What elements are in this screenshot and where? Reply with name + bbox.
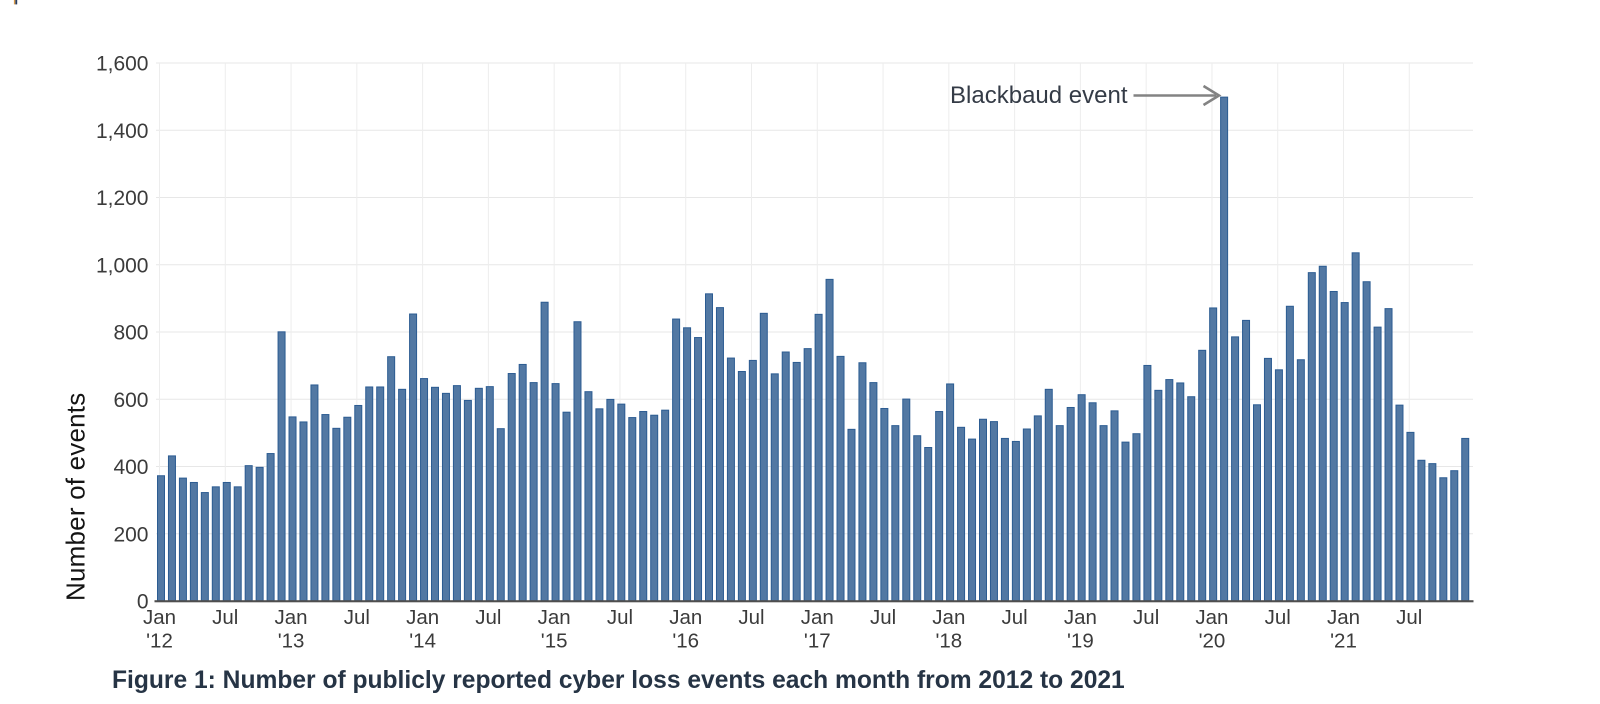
svg-text:Jul: Jul bbox=[870, 606, 896, 629]
svg-text:Jul: Jul bbox=[1002, 606, 1028, 629]
svg-text:Jul: Jul bbox=[607, 606, 633, 629]
svg-text:Jan: Jan bbox=[143, 606, 176, 629]
svg-text:Jan: Jan bbox=[275, 606, 308, 629]
svg-text:'19: '19 bbox=[1067, 630, 1094, 653]
svg-text:200: 200 bbox=[113, 523, 148, 546]
svg-text:Jan: Jan bbox=[538, 606, 571, 629]
svg-text:Jul: Jul bbox=[475, 606, 501, 629]
svg-text:Jan: Jan bbox=[669, 606, 702, 629]
svg-text:1,600: 1,600 bbox=[96, 53, 149, 76]
svg-text:Jan: Jan bbox=[406, 606, 439, 629]
svg-text:Number of events: Number of events bbox=[61, 393, 91, 601]
svg-text:800: 800 bbox=[113, 322, 148, 345]
svg-text:Jul: Jul bbox=[1396, 606, 1422, 629]
svg-text:Jul: Jul bbox=[1133, 606, 1159, 629]
svg-text:1,400: 1,400 bbox=[96, 120, 149, 143]
svg-text:Figure 1: Number of publicly r: Figure 1: Number of publicly reported cy… bbox=[112, 667, 1125, 694]
svg-text:'13: '13 bbox=[278, 630, 305, 653]
svg-text:Jan: Jan bbox=[932, 606, 965, 629]
svg-text:Jul: Jul bbox=[738, 606, 764, 629]
svg-text:'15: '15 bbox=[541, 630, 568, 653]
svg-text:Jan: Jan bbox=[1327, 606, 1360, 629]
svg-text:Jul: Jul bbox=[344, 606, 370, 629]
svg-text:Jan: Jan bbox=[1064, 606, 1097, 629]
svg-text:'17: '17 bbox=[804, 630, 831, 653]
svg-text:'20: '20 bbox=[1199, 630, 1226, 653]
svg-text:Jan: Jan bbox=[1195, 606, 1228, 629]
svg-text:600: 600 bbox=[113, 389, 148, 412]
svg-text:'16: '16 bbox=[672, 630, 699, 653]
svg-text:'21: '21 bbox=[1330, 630, 1357, 653]
svg-text:'14: '14 bbox=[409, 630, 436, 653]
svg-text:1,000: 1,000 bbox=[96, 254, 149, 277]
svg-text:Jul: Jul bbox=[1265, 606, 1291, 629]
svg-text:0: 0 bbox=[137, 591, 149, 614]
svg-text:Jul: Jul bbox=[212, 606, 238, 629]
svg-text:Jan: Jan bbox=[801, 606, 834, 629]
svg-text:'12: '12 bbox=[146, 630, 173, 653]
svg-text:400: 400 bbox=[113, 456, 148, 479]
svg-text:'18: '18 bbox=[935, 630, 962, 653]
svg-text:Blackbaud event: Blackbaud event bbox=[950, 82, 1128, 109]
svg-text:1,200: 1,200 bbox=[96, 187, 149, 210]
